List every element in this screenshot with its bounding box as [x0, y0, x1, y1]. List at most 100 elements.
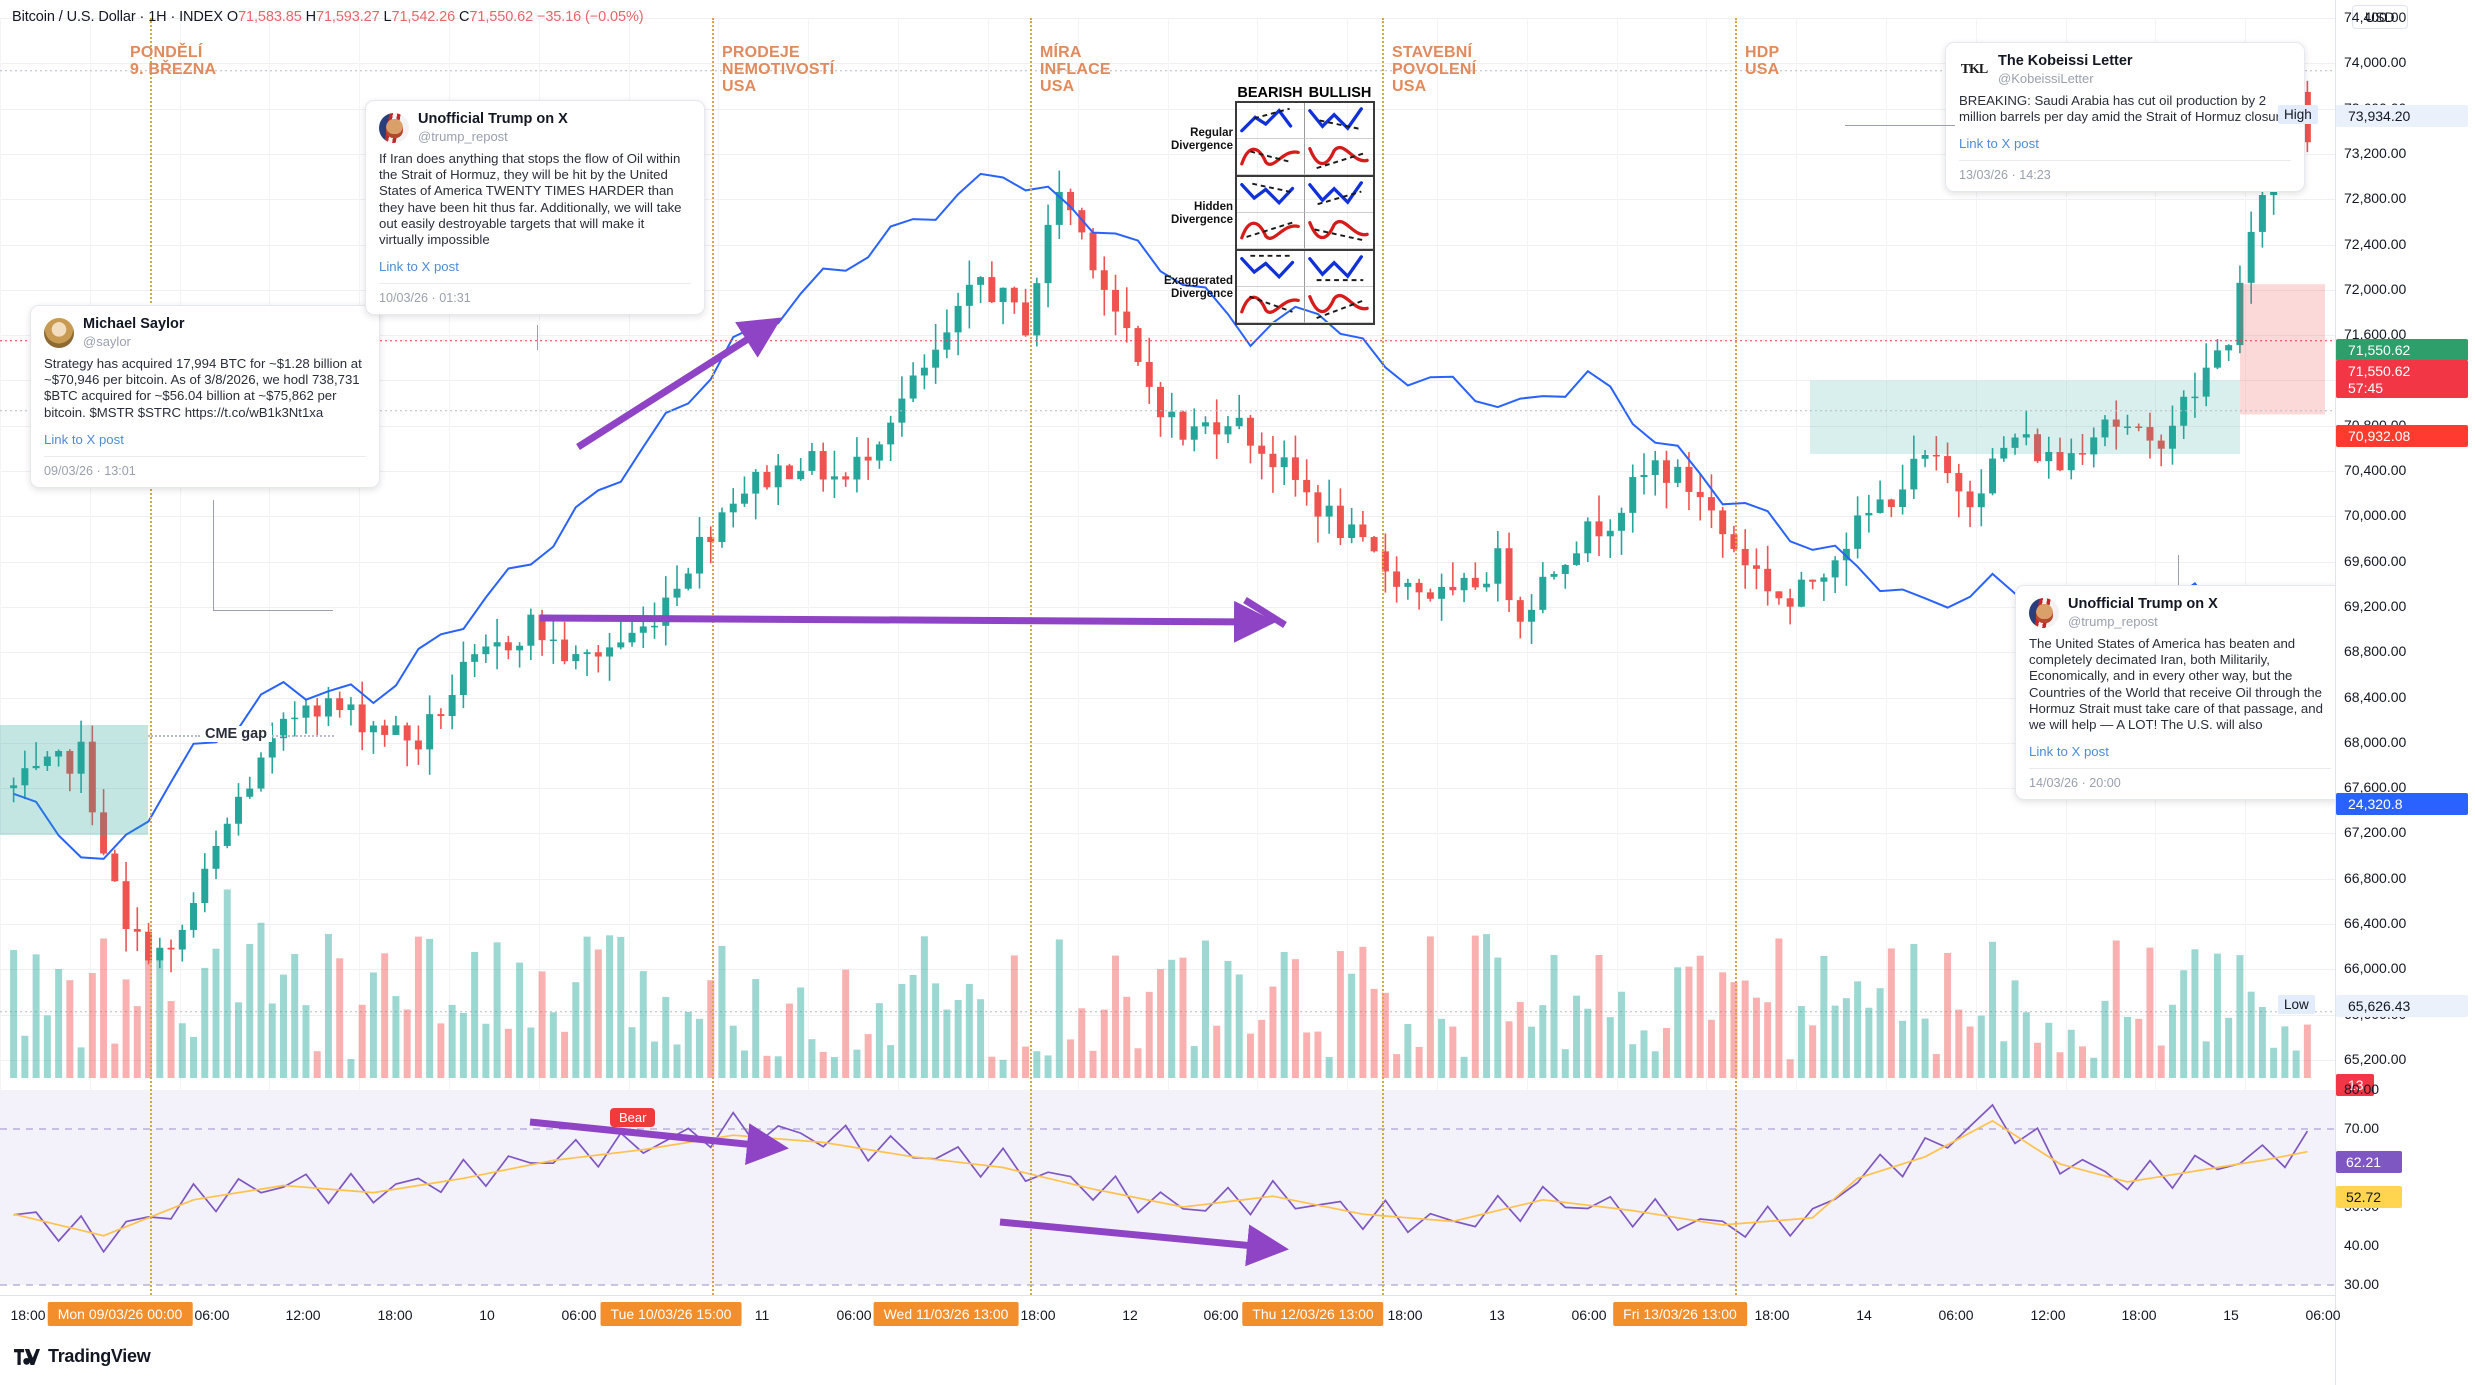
rsi-purple-badge[interactable]: 62.21 — [2336, 1151, 2402, 1173]
time-axis-label[interactable]: 06:00 — [194, 1307, 230, 1323]
gridline-vertical — [1347, 18, 1348, 1285]
tweet-body: The United States of America has beaten … — [2029, 636, 2323, 733]
gridline-horizontal — [0, 561, 2335, 563]
gridline-horizontal — [0, 878, 2335, 880]
tweet-author-handle: @saylor — [83, 334, 131, 349]
event-line-stavebni[interactable] — [1382, 18, 1384, 1295]
price-tick-label: 74,000.00 — [2344, 54, 2407, 71]
cme-gap-dash-right — [272, 735, 334, 737]
price-chart-canvas[interactable] — [0, 0, 2335, 1385]
tweet-author-name: Unofficial Trump on X — [2068, 596, 2218, 612]
price-tick-label: 71,600.00 — [2344, 326, 2407, 343]
last-price-badge[interactable]: 71,550.62 — [2336, 339, 2468, 361]
time-axis-label[interactable]: 18:00 — [10, 1307, 46, 1323]
time-axis-label[interactable]: 12:00 — [2030, 1307, 2066, 1323]
legend-open-value: 71,583.85 — [238, 9, 302, 25]
ma-value-badge[interactable]: 70,932.08 — [2336, 425, 2468, 447]
event-line-hdp[interactable] — [1735, 18, 1737, 1295]
time-axis-label[interactable]: 06:00 — [1938, 1307, 1974, 1323]
currency-label[interactable]: USD — [2352, 5, 2408, 29]
time-axis-session-label[interactable]: Mon 09/03/26 00:00 — [47, 1302, 193, 1326]
tweet-divider — [44, 455, 366, 457]
cheatsheet-col-bullish: BULLISH — [1308, 85, 1372, 101]
time-axis-session-label[interactable]: Thu 12/03/26 13:00 — [1242, 1302, 1384, 1326]
gridline-horizontal — [0, 18, 2335, 19]
tweet-card-saylor[interactable]: Michael Saylor @saylor Strategy has acqu… — [30, 305, 380, 488]
event-line-pondeli[interactable] — [150, 18, 152, 1295]
time-axis-label[interactable]: 10 — [479, 1307, 495, 1323]
tradingview-logo[interactable]: TradingView — [14, 1346, 151, 1367]
gridline-horizontal — [0, 1014, 2335, 1016]
rsi-tick-label: 30.00 — [2344, 1276, 2380, 1292]
time-axis-label[interactable]: 15 — [2223, 1307, 2239, 1323]
gridline-horizontal — [0, 471, 2335, 473]
event-label-stavebni: STAVEBNÍ POVOLENÍ USA — [1392, 44, 1477, 95]
gridline-horizontal — [0, 108, 2335, 110]
event-line-prodeje[interactable] — [712, 18, 714, 1295]
cheatsheet-row-label: Regular Divergence — [1170, 127, 1233, 152]
time-axis-label[interactable]: 18:00 — [1020, 1307, 1056, 1323]
time-axis-session-label[interactable]: Tue 10/03/26 15:00 — [600, 1302, 742, 1326]
rsi-yellow-badge[interactable]: 52.72 — [2336, 1186, 2402, 1208]
time-axis-session-label[interactable]: Fri 13/03/26 13:00 — [1613, 1302, 1747, 1326]
time-axis-session-label[interactable]: Wed 11/03/26 13:00 — [873, 1302, 1019, 1326]
time-axis-label[interactable]: 18:00 — [1754, 1307, 1790, 1323]
time-axis-label[interactable]: 14 — [1856, 1307, 1872, 1323]
card-leader-line — [213, 610, 333, 611]
rsi-badge-13[interactable]: 13 — [2336, 1074, 2374, 1096]
card-leader-line — [537, 325, 538, 350]
gridline-vertical — [359, 18, 360, 1285]
rsi-tick-label: 40.00 — [2344, 1237, 2380, 1253]
time-axis-label[interactable]: 06:00 — [561, 1307, 597, 1323]
time-axis-label[interactable]: 12 — [1122, 1307, 1138, 1323]
volume-value-badge[interactable]: 24,320.8 — [2336, 793, 2468, 815]
gridline-vertical — [449, 18, 450, 1285]
legend-high-label: H — [305, 9, 316, 25]
time-axis-label[interactable]: 06:00 — [1571, 1307, 1607, 1323]
rsi-tick-label: 70.00 — [2344, 1120, 2380, 1136]
card-leader-line — [1845, 125, 1955, 126]
tweet-link[interactable]: Link to X post — [2029, 744, 2109, 760]
time-axis-label[interactable]: 06:00 — [836, 1307, 872, 1323]
price-tick-label: 69,600.00 — [2344, 552, 2407, 569]
tweet-card-kobeissi[interactable]: TKL The Kobeissi Letter @KobeissiLetter … — [1945, 42, 2305, 193]
tweet-author-handle: @trump_repost — [2068, 614, 2158, 629]
gridline-horizontal — [0, 833, 2335, 835]
tweet-link[interactable]: Link to X post — [1959, 136, 2039, 152]
time-axis-label[interactable]: 18:00 — [377, 1307, 413, 1323]
time-axis-label[interactable]: 06:00 — [2305, 1307, 2341, 1323]
time-axis-label[interactable]: 13 — [1489, 1307, 1505, 1323]
time-axis-label[interactable]: 12:00 — [285, 1307, 321, 1323]
cme-gap-box — [0, 725, 148, 835]
tweet-timestamp: 10/03/26 · 01:31 — [379, 291, 471, 306]
time-axis-label[interactable]: 06:00 — [1203, 1307, 1239, 1323]
rsi-pane-background — [0, 1090, 2335, 1285]
event-line-inflace[interactable] — [1030, 18, 1032, 1295]
tweet-card-trump-bottom[interactable]: Unofficial Trump on X @trump_repost The … — [2015, 585, 2345, 801]
legend-low-value: 71,542.26 — [391, 9, 456, 25]
tweet-body: If Iran does anything that stops the flo… — [379, 151, 682, 248]
price-axis[interactable]: USD 74,400.0074,000.0073,600.0073,200.00… — [2278, 0, 2475, 1385]
tweet-link[interactable]: Link to X post — [44, 431, 124, 447]
gridline-vertical — [1617, 18, 1618, 1285]
divergence-cheatsheet: BEARISH BULLISH Regular Divergence Hidden… — [1160, 85, 1375, 325]
cheatsheet-cell — [1305, 213, 1373, 249]
volume-series — [10, 889, 2311, 1078]
gridline-vertical — [1706, 18, 1707, 1285]
time-axis-label[interactable]: 18:00 — [2121, 1307, 2157, 1323]
trump-avatar — [379, 113, 409, 143]
countdown-badge[interactable]: 71,550.62 57:45 — [2336, 360, 2468, 398]
chart-legend[interactable]: Bitcoin / U.S. Dollar · 1H · INDEX O71,5… — [12, 9, 644, 25]
time-axis-label[interactable]: 18:00 — [1387, 1307, 1423, 1323]
legend-symbol[interactable]: Bitcoin / U.S. Dollar · 1H · INDEX — [12, 9, 223, 25]
cheatsheet-col-bearish: BEARISH — [1237, 85, 1303, 101]
tweet-card-trump-top[interactable]: Unofficial Trump on X @trump_repost If I… — [365, 100, 705, 316]
price-tick-label: 74,400.00 — [2344, 9, 2407, 25]
event-label-pondeli: PONDĚLÍ 9. BŘEZNA — [130, 44, 217, 78]
time-axis[interactable]: 18:00 Mon 09/03/26 00:00 06:00 12:00 18:00 10… — [0, 1295, 2341, 1339]
tweet-link[interactable]: Link to X post — [379, 259, 459, 275]
gridline-horizontal — [0, 1060, 2335, 1061]
price-tick-label: 70,000.00 — [2344, 507, 2407, 524]
time-axis-label[interactable]: 11 — [754, 1307, 770, 1323]
gridline-vertical — [1168, 18, 1169, 1285]
